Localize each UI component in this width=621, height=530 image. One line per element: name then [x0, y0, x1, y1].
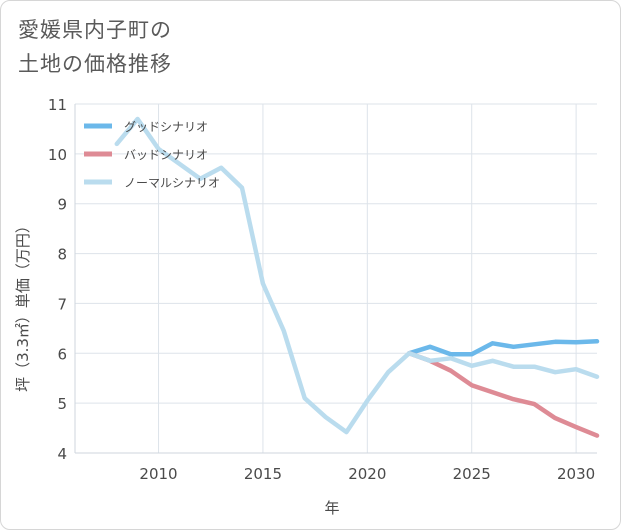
series-line-good [406, 339, 600, 357]
x-tick-label-2010: 2010 [139, 465, 177, 483]
y-tick-label-8: 8 [57, 246, 67, 264]
x-tick-label-2025: 2025 [453, 465, 491, 483]
y-axis-label: 坪（3.3㎡）単価（万円） [14, 218, 32, 392]
x-tick-label-2020: 2020 [348, 465, 386, 483]
chart-title-line-1: 愛媛県内子町の [18, 18, 172, 42]
chart-title: 愛媛県内子町の 土地の価格推移 [18, 13, 278, 81]
x-tick-label-2030: 2030 [557, 465, 595, 483]
series-line-normal [114, 116, 600, 435]
y-tick-label-5: 5 [57, 395, 67, 413]
series-lines [114, 116, 600, 438]
legend-label-normal[interactable]: ノーマルシナリオ [124, 176, 220, 190]
legend-label-good[interactable]: グッドシナリオ [124, 120, 208, 134]
series-line-bad [406, 351, 600, 438]
legend-label-bad[interactable]: バッドシナリオ [124, 148, 208, 162]
y-tick-label-6: 6 [57, 345, 67, 363]
axes: 4 5 6 7 8 9 10 11 2010 2015 2020 2025 2030 [48, 96, 597, 483]
x-axis-label: 年 [324, 499, 339, 517]
y-tick-label-4: 4 [57, 445, 67, 463]
y-tick-label-9: 9 [57, 196, 67, 214]
chart-title-line-2: 土地の価格推移 [18, 52, 172, 76]
x-tick-label-2015: 2015 [244, 465, 282, 483]
y-tick-label-7: 7 [57, 295, 67, 313]
y-tick-label-11: 11 [48, 96, 67, 114]
y-tick-label-10: 10 [48, 146, 67, 164]
